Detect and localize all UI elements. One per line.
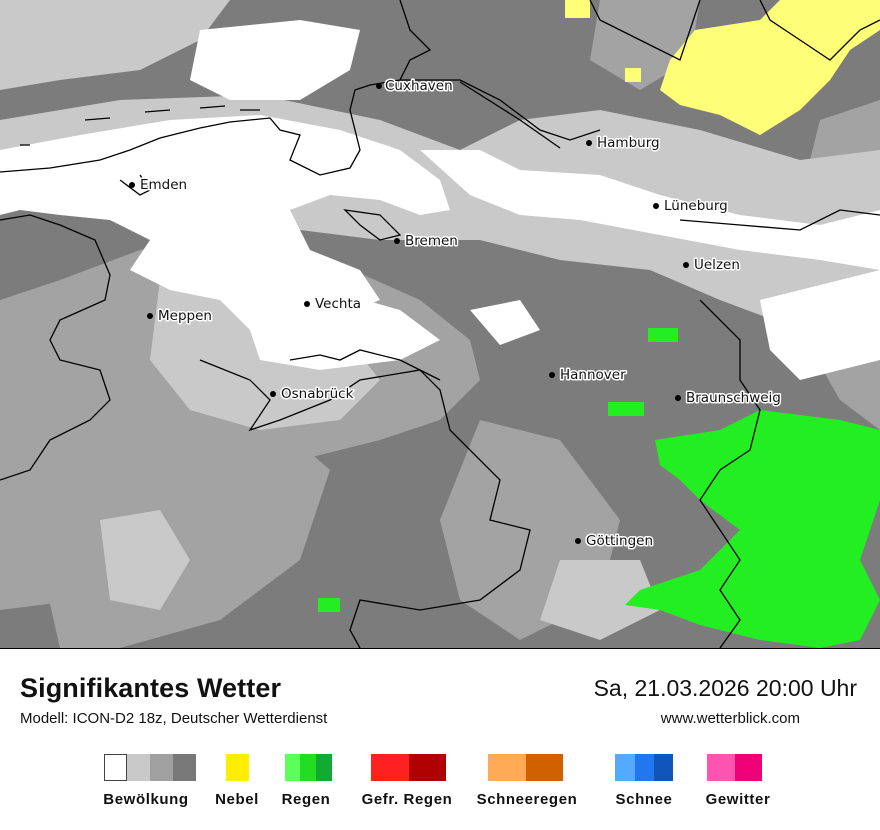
svg-text:Göttingen: Göttingen <box>586 533 653 549</box>
swatch <box>654 754 673 781</box>
legend-swatches <box>488 754 563 781</box>
svg-text:Osnabrück: Osnabrück <box>281 386 354 402</box>
website-link[interactable]: www.wetterblick.com <box>660 710 800 727</box>
footer-panel: Signifikantes Wetter Modell: ICON-D2 18z… <box>0 649 880 830</box>
city-hamburg: Hamburg <box>586 134 661 153</box>
legend-fog <box>226 754 249 781</box>
legend-sleet <box>488 754 563 781</box>
swatch <box>285 754 300 781</box>
swatch <box>150 754 173 781</box>
legend-swatches <box>707 754 762 781</box>
legend-swatches <box>371 754 446 781</box>
legend-snow <box>615 754 673 781</box>
legend-label-fog: Nebel <box>215 791 259 808</box>
model-info: Modell: ICON-D2 18z, Deutscher Wetterdie… <box>20 710 328 727</box>
fog-area <box>565 0 590 18</box>
city-vechta: Vechta <box>304 295 363 314</box>
swatch <box>707 754 735 781</box>
clear-areas <box>0 20 880 490</box>
swatch <box>173 754 196 781</box>
city-osnabrueck: Osnabrück <box>270 385 355 404</box>
city-goettingen: Göttingen <box>575 532 655 551</box>
city-meppen: Meppen <box>147 307 213 326</box>
city-emden: Emden <box>129 176 189 195</box>
svg-text:Vechta: Vechta <box>315 296 361 312</box>
city-lueneburg: Lüneburg <box>653 197 729 216</box>
rain-area <box>318 328 880 648</box>
swatch <box>104 754 127 781</box>
city-markers: Cuxhaven Hamburg Emden Lüneburg Bremen U… <box>129 77 782 551</box>
swatch <box>615 754 635 781</box>
city-uelzen: Uelzen <box>683 256 741 275</box>
svg-text:Uelzen: Uelzen <box>694 257 740 273</box>
legend-freezing-rain <box>371 754 446 781</box>
city-cuxhaven: Cuxhaven <box>376 77 454 96</box>
legend-label-rain: Regen <box>281 791 331 808</box>
legend-label-snow: Schnee <box>615 791 673 808</box>
svg-text:Cuxhaven: Cuxhaven <box>385 78 453 94</box>
weather-map: Cuxhaven Hamburg Emden Lüneburg Bremen U… <box>0 0 880 649</box>
fog-area <box>660 0 880 135</box>
city-hannover: Hannover <box>549 366 628 385</box>
legend-swatches <box>104 754 196 781</box>
weather-map-canvas: Cuxhaven Hamburg Emden Lüneburg Bremen U… <box>0 0 880 648</box>
legend-swatches <box>285 754 332 781</box>
legend-label-cloud: Bewölkung <box>103 791 189 808</box>
legend-rain <box>285 754 332 781</box>
map-title: Signifikantes Wetter <box>20 673 282 703</box>
svg-text:Braunschweig: Braunschweig <box>686 390 781 406</box>
swatch <box>371 754 409 781</box>
swatch <box>735 754 762 781</box>
coast-and-borders <box>0 0 880 648</box>
swatch <box>226 754 249 781</box>
svg-text:Bremen: Bremen <box>405 233 458 249</box>
swatch <box>300 754 316 781</box>
city-braunschweig: Braunschweig <box>675 389 782 408</box>
svg-text:Hamburg: Hamburg <box>597 135 660 151</box>
legend-swatches <box>615 754 673 781</box>
legend-label-sleet: Schneeregen <box>476 791 578 808</box>
swatch <box>409 754 446 781</box>
swatch <box>488 754 526 781</box>
svg-text:Lüneburg: Lüneburg <box>664 198 728 214</box>
legend-cloud <box>104 754 196 781</box>
swatch <box>526 754 563 781</box>
legend-thunderstorm <box>707 754 762 781</box>
legend-label-thunderstorm: Gewitter <box>705 791 771 808</box>
svg-text:Hannover: Hannover <box>560 367 626 383</box>
svg-text:Meppen: Meppen <box>158 308 212 324</box>
swatch <box>316 754 332 781</box>
swatch <box>635 754 654 781</box>
svg-text:Emden: Emden <box>140 177 187 193</box>
city-bremen: Bremen <box>394 232 459 251</box>
forecast-datetime: Sa, 21.03.2026 20:00 Uhr <box>593 675 857 701</box>
fog-area <box>625 68 641 82</box>
swatch <box>127 754 150 781</box>
legend-swatches <box>226 754 249 781</box>
legend-label-freezing-rain: Gefr. Regen <box>361 791 453 808</box>
